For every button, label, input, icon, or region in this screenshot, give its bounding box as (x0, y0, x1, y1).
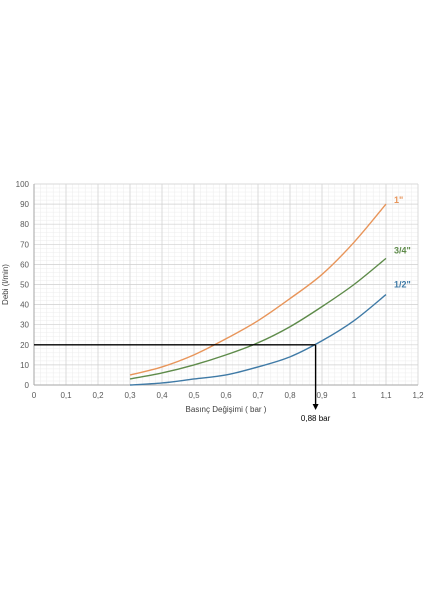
y-tick-label: 90 (20, 200, 29, 209)
annotation: 0,88 bar (34, 344, 331, 423)
y-tick-label: 20 (20, 341, 29, 350)
y-tick-label: 50 (20, 281, 29, 290)
y-tick-label: 70 (20, 240, 29, 249)
x-tick-label: 0,8 (284, 391, 296, 400)
y-tick-label: 100 (16, 180, 30, 189)
series-line (129, 203, 387, 376)
x-tick-label: 0 (32, 391, 37, 400)
y-tick-label: 0 (25, 381, 30, 390)
series-line (129, 294, 387, 386)
y-tick-label: 40 (20, 301, 29, 310)
annotation-label: 0,88 bar (301, 414, 331, 423)
major-gridlines (33, 183, 419, 386)
x-axis-title: Basınç Değişimi ( bar ) (186, 405, 267, 414)
x-tick-label: 0,9 (316, 391, 328, 400)
series-label: 3/4" (394, 245, 411, 255)
x-tick-label: 1 (352, 391, 357, 400)
x-tick-label: 0,2 (92, 391, 104, 400)
annotation-arrow (312, 404, 319, 410)
y-tick-labels: 0 10 20 30 40 50 60 70 80 90 100 (16, 180, 30, 390)
x-tick-label: 0,6 (220, 391, 232, 400)
axes (33, 184, 418, 386)
y-axis-title: Debi (l/min) (1, 264, 10, 305)
x-tick-label: 0,5 (188, 391, 200, 400)
x-tick-label: 0,4 (156, 391, 168, 400)
x-tick-label: 1,1 (380, 391, 392, 400)
x-tick-labels: 0 0,1 0,2 0,3 0,4 0,5 0,6 0,7 0,8 0,9 1 1,1 1,2 (32, 391, 424, 400)
x-tick-label: 0,3 (124, 391, 136, 400)
series-label: 1/2" (394, 280, 411, 290)
y-tick-label: 80 (20, 220, 29, 229)
y-tick-label: 10 (20, 361, 29, 370)
x-tick-label: 1,2 (412, 391, 424, 400)
series-lines: 1" 3/4" 1/2" (129, 195, 411, 386)
y-tick-label: 30 (20, 321, 29, 330)
series-line (129, 257, 387, 380)
y-tick-label: 60 (20, 260, 29, 269)
series-label: 1" (394, 195, 403, 205)
x-tick-label: 0,7 (252, 391, 264, 400)
x-tick-label: 0,1 (60, 391, 72, 400)
